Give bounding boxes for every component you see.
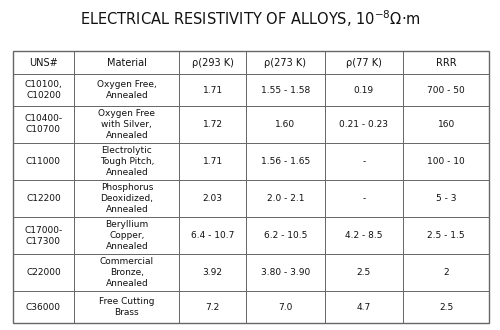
Text: 1.71: 1.71 (202, 157, 222, 166)
Text: ρ(273 K): ρ(273 K) (264, 58, 306, 68)
Text: 2.5: 2.5 (439, 303, 453, 312)
Text: 700 - 50: 700 - 50 (427, 85, 465, 94)
Text: 2.5: 2.5 (357, 268, 371, 277)
Text: 6.2 - 10.5: 6.2 - 10.5 (264, 231, 307, 240)
Text: 0.19: 0.19 (354, 85, 374, 94)
Text: 4.2 - 8.5: 4.2 - 8.5 (345, 231, 383, 240)
Text: C11000: C11000 (26, 157, 61, 166)
Text: 2: 2 (444, 268, 449, 277)
Text: 6.4 - 10.7: 6.4 - 10.7 (191, 231, 234, 240)
Text: Free Cutting
Brass: Free Cutting Brass (99, 297, 154, 317)
Text: 1.72: 1.72 (202, 120, 222, 129)
Text: -: - (362, 194, 366, 203)
Text: Material: Material (107, 58, 147, 68)
Text: UNS#: UNS# (29, 58, 58, 68)
Text: 7.0: 7.0 (278, 303, 292, 312)
Text: 2.5 - 1.5: 2.5 - 1.5 (428, 231, 465, 240)
Text: 2.03: 2.03 (202, 194, 222, 203)
Text: 1.56 - 1.65: 1.56 - 1.65 (260, 157, 310, 166)
Text: Oxygen Free
with Silver,
Annealed: Oxygen Free with Silver, Annealed (98, 109, 156, 140)
Text: 1.71: 1.71 (202, 85, 222, 94)
Text: 1.60: 1.60 (275, 120, 295, 129)
Text: C12200: C12200 (26, 194, 61, 203)
Bar (12, 51, 489, 323)
Text: C22000: C22000 (26, 268, 61, 277)
Text: Beryllium
Copper,
Annealed: Beryllium Copper, Annealed (105, 220, 148, 251)
Text: 0.21 - 0.23: 0.21 - 0.23 (340, 120, 388, 129)
Text: C17000-
C17300: C17000- C17300 (24, 226, 62, 246)
Text: Phosphorus
Deoxidized,
Annealed: Phosphorus Deoxidized, Annealed (100, 183, 154, 214)
Text: ρ(77 K): ρ(77 K) (346, 58, 382, 68)
Text: 160: 160 (438, 120, 454, 129)
Text: 3.80 - 3.90: 3.80 - 3.90 (260, 268, 310, 277)
Text: Commercial
Bronze,
Annealed: Commercial Bronze, Annealed (100, 257, 154, 288)
Text: Oxygen Free,
Annealed: Oxygen Free, Annealed (97, 80, 156, 100)
Text: C36000: C36000 (26, 303, 61, 312)
Text: RRR: RRR (436, 58, 456, 68)
Text: ELECTRICAL RESISTIVITY OF ALLOYS, 10$^{-8}$Ω·m: ELECTRICAL RESISTIVITY OF ALLOYS, 10$^{-… (80, 8, 420, 29)
Text: C10400-
C10700: C10400- C10700 (24, 114, 62, 134)
Text: 2.0 - 2.1: 2.0 - 2.1 (266, 194, 304, 203)
Text: 5 - 3: 5 - 3 (436, 194, 456, 203)
Text: 1.55 - 1.58: 1.55 - 1.58 (260, 85, 310, 94)
Text: ρ(293 K): ρ(293 K) (192, 58, 234, 68)
Text: C10100,
C10200: C10100, C10200 (24, 80, 62, 100)
Text: 4.7: 4.7 (357, 303, 371, 312)
Text: 3.92: 3.92 (202, 268, 222, 277)
Text: -: - (362, 157, 366, 166)
Text: 7.2: 7.2 (206, 303, 220, 312)
Text: 100 - 10: 100 - 10 (427, 157, 465, 166)
Text: Electrolytic
Tough Pitch,
Annealed: Electrolytic Tough Pitch, Annealed (100, 146, 154, 177)
